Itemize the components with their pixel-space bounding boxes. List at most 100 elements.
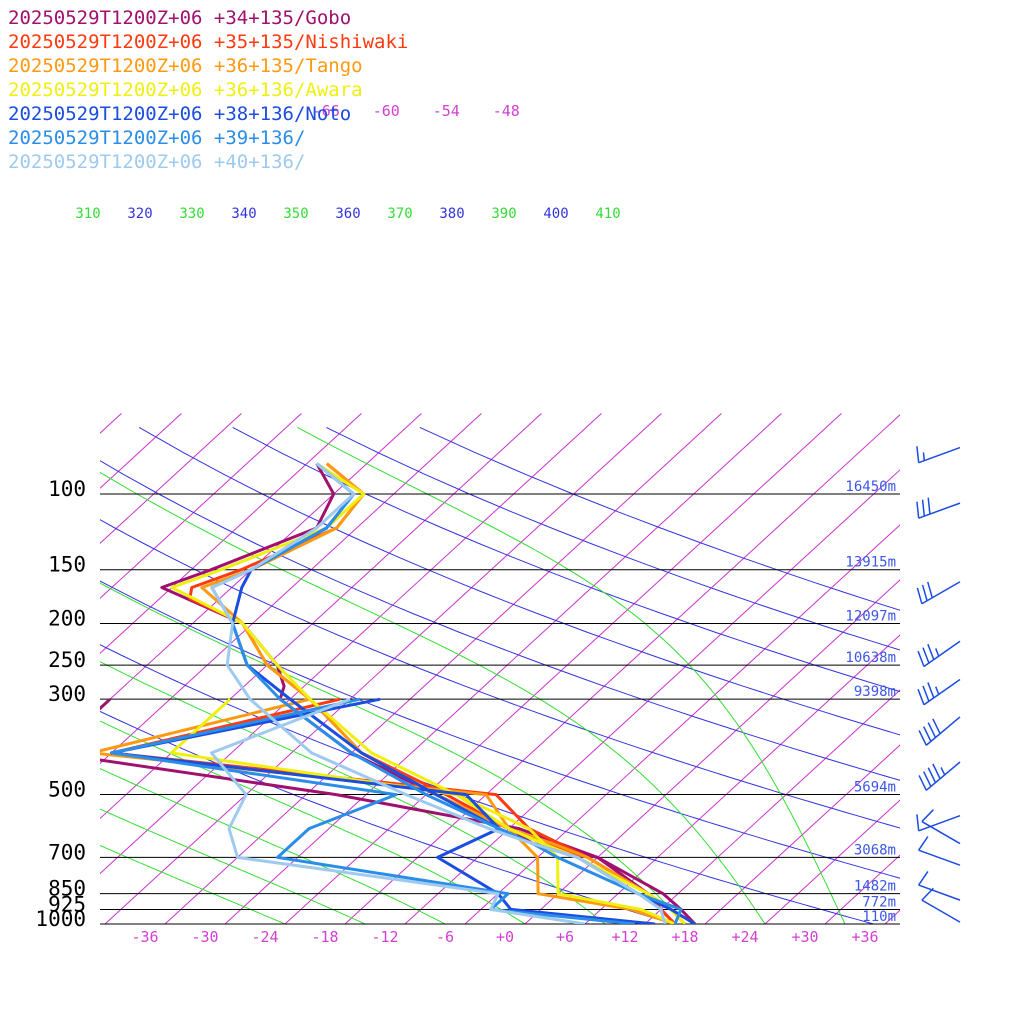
dry-adiabat-line [232, 426, 900, 693]
dry-adiabat-line [138, 426, 900, 736]
barb-flag [918, 870, 929, 886]
pressure-label: 300 [48, 682, 86, 706]
theta-label: 380 [439, 206, 464, 222]
temperature-tick: -12 [371, 928, 398, 946]
barb-staff [918, 849, 961, 866]
height-label: 1482m [854, 879, 896, 895]
isotherm-line [1005, 414, 1024, 924]
height-label: 110m [862, 909, 896, 925]
pressure-label: 925 [48, 892, 86, 916]
isotherm-line [104, 413, 662, 924]
barb-staff [925, 761, 961, 791]
temperature-tick: +0 [496, 928, 514, 946]
upper-temperature-tick: -48 [493, 102, 520, 120]
temperature-tick: +30 [791, 928, 818, 946]
barb-staff [923, 678, 961, 706]
barb-flag [927, 497, 931, 515]
isotherm-line [100, 413, 422, 710]
barb-staff [925, 716, 961, 746]
barb-staff [921, 581, 961, 605]
theta-label: 400 [543, 206, 568, 222]
height-label: 13915m [845, 555, 896, 571]
isotherm-line [100, 413, 362, 655]
isotherm-line [164, 413, 722, 924]
legend-entry: 20250529T1200Z+06 +36+135/Tango [8, 55, 363, 77]
theta-label: 370 [387, 206, 412, 222]
theta-label: 310 [75, 206, 100, 222]
height-label: 16450m [845, 479, 896, 495]
legend-entry: 20250529T1200Z+06 +36+136/Awara [8, 79, 363, 101]
barb-half-flag [940, 767, 946, 776]
moist-adiabat-line [100, 661, 606, 924]
isotherm-line [704, 744, 900, 924]
barb-staff [918, 502, 961, 519]
temperature-profile-1 [160, 462, 697, 924]
barb-flag [921, 887, 934, 901]
wind-barb [918, 716, 961, 746]
height-label: 12097m [845, 608, 896, 624]
barb-flag [927, 767, 937, 783]
wind-barb [916, 814, 961, 832]
height-label: 5694m [854, 780, 896, 796]
wind-barbs [916, 446, 961, 923]
height-label: 10638m [845, 650, 896, 666]
isotherm-line [524, 579, 900, 924]
isotherm-line [100, 413, 482, 765]
barb-flag [921, 499, 926, 517]
temperature-tick: -30 [191, 928, 218, 946]
barb-flag [922, 726, 932, 742]
barb-flag [918, 730, 927, 746]
dry-adiabat-line [100, 519, 900, 829]
dry-adiabat-line [100, 580, 900, 879]
theta-label: 360 [335, 206, 360, 222]
barb-flag [921, 584, 928, 601]
legend-entry: 20250529T1200Z+06 +35+135/Nishiwaki [8, 31, 408, 53]
dry-adiabat-line [100, 710, 674, 924]
barb-flag [916, 501, 920, 519]
barb-flag [918, 775, 927, 791]
pressure-label: 850 [48, 877, 86, 901]
isotherm-line [100, 413, 182, 489]
temperature-profile-2 [188, 462, 687, 924]
height-label: 3068m [854, 842, 896, 858]
isotherm-line [224, 413, 782, 924]
wind-barb [921, 809, 961, 845]
barb-flag [917, 689, 925, 705]
pressure-label: 200 [48, 606, 86, 630]
background-grid [0, 413, 1024, 924]
upper-temperature-tick: -54 [433, 102, 460, 120]
isotherm-line [0, 414, 1, 924]
theta-label: 340 [231, 206, 256, 222]
moist-adiabat-line [100, 844, 286, 924]
moist-adiabat-line [100, 471, 766, 924]
height-label: 772m [862, 894, 896, 910]
temperature-tick: +12 [611, 928, 638, 946]
isotherm-line [100, 413, 242, 544]
theta-label: 390 [491, 206, 516, 222]
wind-barb [918, 870, 961, 901]
barb-staff [918, 884, 961, 901]
legend: 20250529T1200Z+06 +34+135/Gobo20250529T1… [8, 7, 408, 173]
temperature-profile-3 [200, 462, 696, 924]
isotherm-line [584, 634, 900, 924]
wind-barb [916, 581, 961, 605]
barb-flag [918, 836, 929, 851]
barb-flag [916, 587, 923, 604]
temperature-tick: -24 [251, 928, 278, 946]
legend-entry: 20250529T1200Z+06 +38+136/Noto [8, 103, 351, 125]
pressure-label: 150 [48, 553, 86, 577]
moist-adiabat-line [100, 720, 526, 924]
isotherm-line [284, 413, 842, 924]
upper-temperature-tick: -66 [313, 102, 340, 120]
wind-barb [916, 497, 961, 519]
temperature-tick: -6 [436, 928, 454, 946]
barb-flag [922, 685, 930, 702]
barb-staff [918, 446, 961, 464]
barb-flag [932, 718, 941, 735]
isotherm-line [404, 469, 900, 924]
isotherm-line [945, 414, 1024, 924]
isotherm-line [764, 799, 900, 924]
upper-temperature-tick: -60 [373, 102, 400, 120]
isotherm-line [100, 413, 602, 875]
